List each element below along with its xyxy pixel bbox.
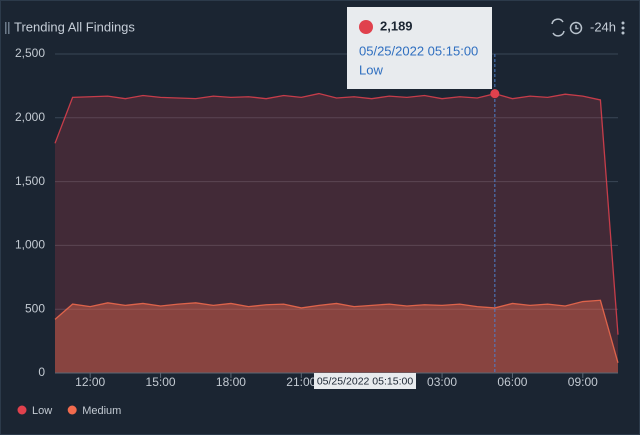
x-tick-label: 15:00	[146, 375, 176, 389]
y-tick-label: 500	[25, 301, 45, 315]
refresh-icon[interactable]	[551, 18, 565, 37]
x-tick-label: 06:00	[497, 375, 527, 389]
tooltip-swatch	[359, 20, 373, 34]
y-tick-label: 2,000	[15, 110, 45, 124]
chart-title: Trending All Findings	[14, 19, 135, 34]
x-tick-label: 03:00	[427, 375, 457, 389]
legend-swatch	[67, 405, 77, 415]
tooltip-time: 05/25/2022 05:15:00	[359, 43, 478, 58]
crosshair-label: 05/25/2022 05:15:00	[317, 375, 414, 387]
plot: 0 500 1,000 1,500 2,000 2,500 12:00 15:00 18:00 2…	[15, 7, 619, 417]
y-tick-label: 1,000	[15, 238, 45, 252]
y-tick-label: 0	[38, 365, 45, 379]
x-tick-label: 18:00	[216, 375, 246, 389]
tooltip-box	[347, 7, 492, 89]
hover-point	[490, 89, 500, 99]
area-line	[54, 299, 619, 363]
tooltip-series: Low	[359, 62, 383, 77]
area-fill	[55, 300, 618, 373]
y-tick-label: 1,500	[15, 174, 45, 188]
legend-label: Medium	[82, 405, 121, 417]
crosshair-label-bg	[314, 373, 416, 389]
time-icon[interactable]	[569, 21, 583, 35]
y-tick-label: 2,500	[15, 46, 45, 60]
time-range[interactable]: -24h	[590, 19, 616, 34]
menu-icon[interactable]	[621, 21, 625, 35]
legend-swatch	[17, 405, 27, 415]
x-tick-label: 12:00	[75, 375, 105, 389]
x-tick-label: 09:00	[568, 375, 598, 389]
tooltip-value: 2,189	[380, 18, 413, 33]
legend-label: Low	[32, 405, 52, 417]
area-line	[54, 92, 619, 335]
x-tick-label: 21:00	[286, 375, 316, 389]
drag-handle	[5, 22, 10, 34]
